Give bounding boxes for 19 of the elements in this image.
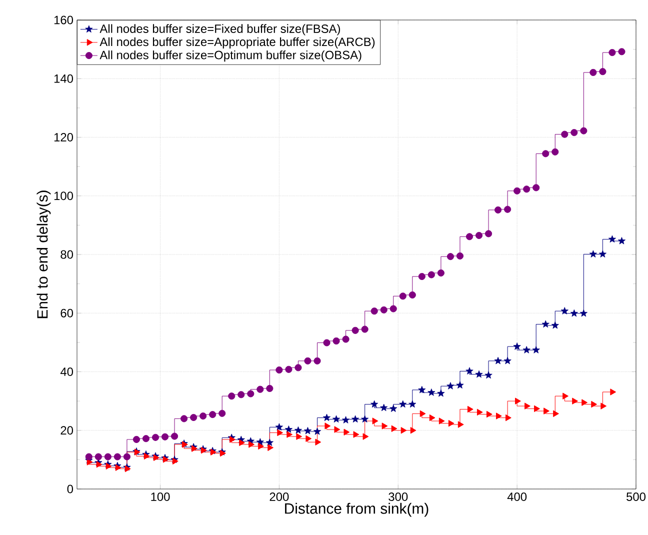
y-tick-label: 0 xyxy=(67,484,74,494)
legend-label: All nodes buffer size=Optimum buffer size(OBSA) xyxy=(100,50,362,62)
y-tick-label: 160 xyxy=(54,16,74,24)
x-tick-label: 400 xyxy=(507,492,527,501)
x-tick-label: 200 xyxy=(270,492,289,501)
y-axis-title: End to end delay(s) xyxy=(36,190,51,318)
y-tick-label: 20 xyxy=(60,426,74,435)
y-tick-label: 80 xyxy=(60,250,74,259)
x-tick-label: 500 xyxy=(626,492,646,501)
legend-label: All nodes buffer size=Fixed buffer size(FBSA) xyxy=(100,24,340,36)
legend-label: All nodes buffer size=Appropriate buffer size(ARCB) xyxy=(100,37,375,48)
x-tick-label: 100 xyxy=(151,492,170,501)
y-tick-label: 120 xyxy=(54,133,74,142)
x-tick-label: 300 xyxy=(388,492,408,501)
y-tick-label: 40 xyxy=(60,368,74,376)
y-tick-label: 60 xyxy=(60,308,74,318)
x-axis-title: Distance from sink(m) xyxy=(285,502,428,517)
y-tick-label: 100 xyxy=(54,192,74,200)
y-tick-label: 140 xyxy=(54,74,74,83)
